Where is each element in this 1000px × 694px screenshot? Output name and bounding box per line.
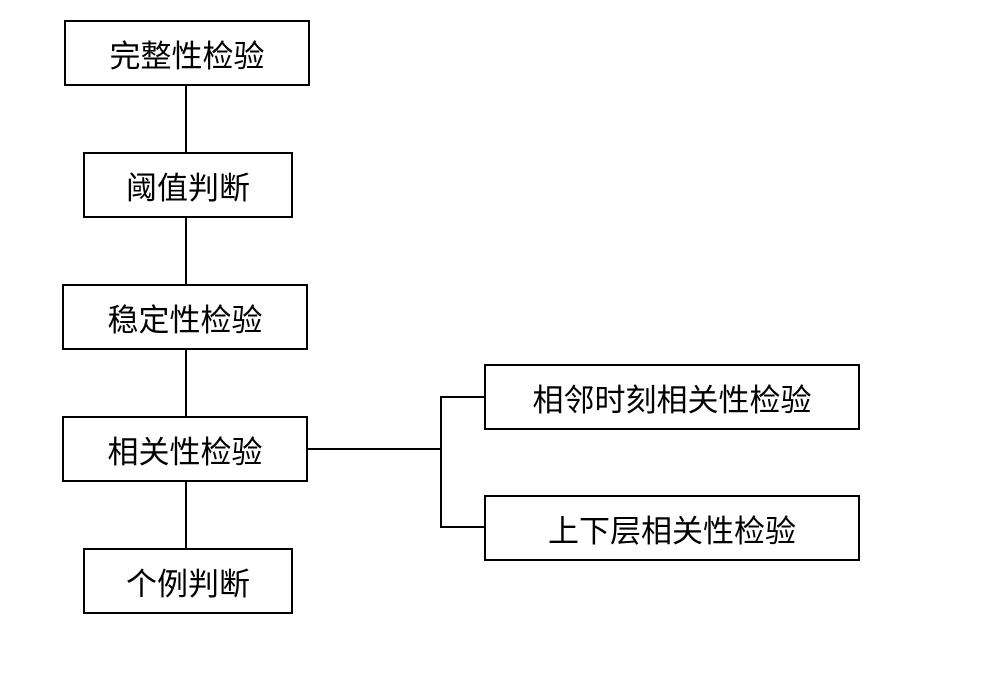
- node-threshold-judgment: 阈值判断: [83, 152, 293, 218]
- connector-branch-horizontal: [308, 448, 442, 450]
- node-stability-check: 稳定性检验: [62, 284, 308, 350]
- connector-branch-vertical: [440, 396, 442, 528]
- node-correlation-check: 相关性检验: [62, 416, 308, 482]
- node-label: 相关性检验: [108, 427, 263, 472]
- node-case-judgment: 个例判断: [83, 548, 293, 614]
- node-label: 相邻时刻相关性检验: [533, 375, 812, 420]
- node-adjacent-time-correlation: 相邻时刻相关性检验: [484, 364, 860, 430]
- connector-branch-to-n7: [440, 526, 484, 528]
- node-upper-lower-correlation: 上下层相关性检验: [484, 495, 860, 561]
- node-label: 稳定性检验: [108, 295, 263, 340]
- node-integrity-check: 完整性检验: [64, 20, 310, 86]
- node-label: 阈值判断: [126, 163, 250, 208]
- connector-branch-to-n6: [440, 396, 484, 398]
- node-label: 上下层相关性检验: [548, 506, 796, 551]
- node-label: 完整性检验: [110, 31, 265, 76]
- node-label: 个例判断: [126, 559, 250, 604]
